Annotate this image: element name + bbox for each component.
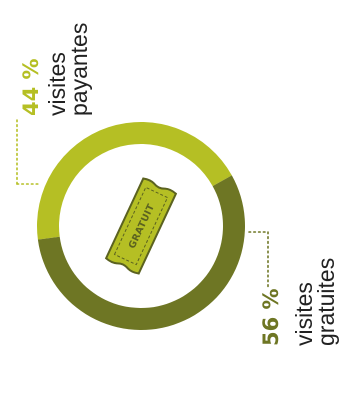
label-gratuites-line1: visites xyxy=(291,282,317,346)
pct-gratuites: 56 % xyxy=(259,288,283,346)
slice-payantes xyxy=(37,122,232,240)
label-payantes-line1: visites xyxy=(44,52,70,116)
label-gratuites-line2: gratuites xyxy=(313,258,339,346)
ticket-inner-border xyxy=(113,186,169,266)
pct-payantes: 44 % xyxy=(19,58,43,116)
label-gratuites: 56 % visites gratuites xyxy=(259,258,339,346)
label-payantes: 44 % visites payantes xyxy=(19,23,92,116)
slice-gratuites xyxy=(37,175,245,330)
donut-slices xyxy=(37,122,245,330)
leader-line-gratuites xyxy=(248,231,269,288)
leader-line-payantes xyxy=(16,119,39,185)
ticket-icon: GRATUIT xyxy=(104,177,178,275)
label-payantes-line2: payantes xyxy=(66,23,92,116)
ticket-shape xyxy=(104,177,178,275)
